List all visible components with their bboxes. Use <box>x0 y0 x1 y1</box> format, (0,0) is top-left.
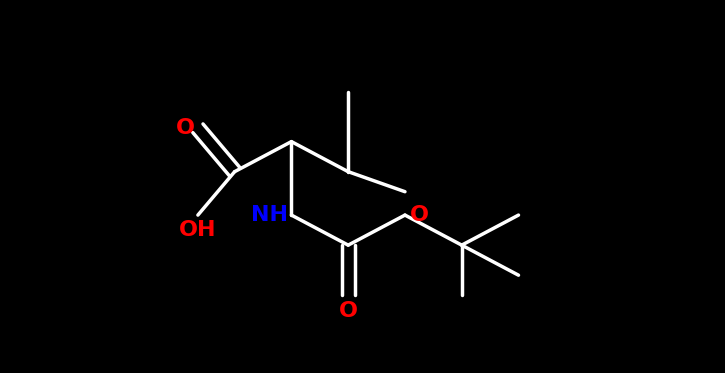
Text: O: O <box>410 205 429 225</box>
Text: NH: NH <box>251 205 288 225</box>
Text: OH: OH <box>179 220 217 241</box>
Text: O: O <box>175 118 194 138</box>
Text: O: O <box>339 301 357 320</box>
